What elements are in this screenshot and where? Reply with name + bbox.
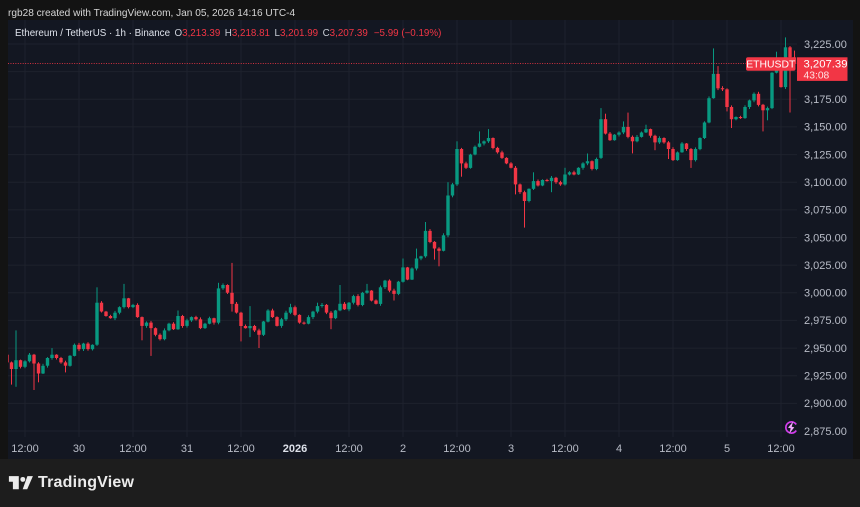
svg-text:5: 5 bbox=[724, 443, 730, 455]
svg-text:2,975.00: 2,975.00 bbox=[804, 315, 847, 327]
svg-text:12:00: 12:00 bbox=[11, 443, 39, 455]
svg-text:2,925.00: 2,925.00 bbox=[804, 371, 847, 383]
svg-text:12:00: 12:00 bbox=[443, 443, 471, 455]
svg-text:3,207.39: 3,207.39 bbox=[804, 59, 848, 71]
svg-text:3,025.00: 3,025.00 bbox=[804, 260, 847, 272]
svg-text:2,950.00: 2,950.00 bbox=[804, 343, 847, 355]
svg-text:2: 2 bbox=[400, 443, 406, 455]
svg-text:3,050.00: 3,050.00 bbox=[804, 232, 847, 244]
svg-text:4: 4 bbox=[616, 443, 622, 455]
svg-text:12:00: 12:00 bbox=[119, 443, 147, 455]
svg-text:3,125.00: 3,125.00 bbox=[804, 149, 847, 161]
svg-text:43:08: 43:08 bbox=[804, 70, 830, 81]
svg-text:2,875.00: 2,875.00 bbox=[804, 426, 847, 438]
svg-text:2026: 2026 bbox=[283, 443, 307, 455]
svg-text:3: 3 bbox=[508, 443, 514, 455]
svg-text:12:00: 12:00 bbox=[227, 443, 255, 455]
svg-text:3,175.00: 3,175.00 bbox=[804, 94, 847, 106]
svg-text:31: 31 bbox=[181, 443, 193, 455]
svg-text:30: 30 bbox=[73, 443, 85, 455]
svg-text:3,000.00: 3,000.00 bbox=[804, 288, 847, 300]
svg-text:12:00: 12:00 bbox=[659, 443, 687, 455]
svg-text:3,100.00: 3,100.00 bbox=[804, 177, 847, 189]
svg-text:12:00: 12:00 bbox=[551, 443, 579, 455]
svg-text:3,225.00: 3,225.00 bbox=[804, 39, 847, 51]
svg-text:ETHUSDT: ETHUSDT bbox=[746, 59, 796, 70]
svg-text:2,900.00: 2,900.00 bbox=[804, 398, 847, 410]
svg-text:12:00: 12:00 bbox=[335, 443, 363, 455]
svg-text:12:00: 12:00 bbox=[767, 443, 795, 455]
svg-text:3,075.00: 3,075.00 bbox=[804, 205, 847, 217]
svg-text:3,150.00: 3,150.00 bbox=[804, 122, 847, 134]
